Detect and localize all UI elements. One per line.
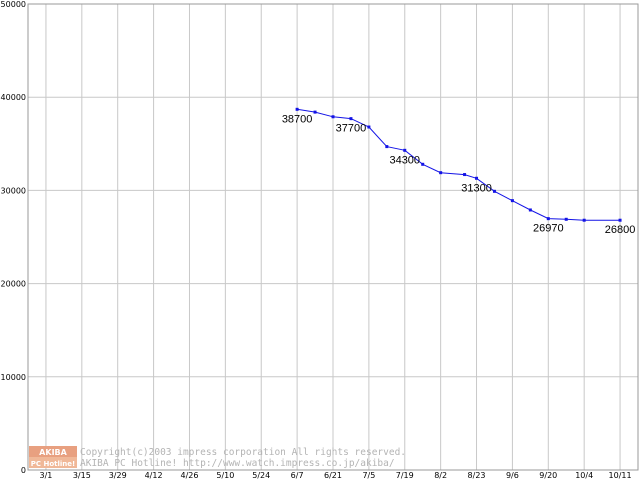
x-tick-label: 5/24 [252, 471, 270, 480]
plot-frame [27, 3, 639, 471]
data-point [385, 145, 389, 149]
data-point [421, 162, 425, 166]
data-point [349, 117, 353, 121]
x-tick-labels: 3/1 3/15 3/29 4/12 4/26 5/10 5/24 6/7 6/21 7/5 7/1… [40, 471, 632, 480]
data-point [582, 218, 586, 222]
data-label: 26800 [605, 224, 636, 236]
x-tick-label: 10/4 [575, 471, 593, 480]
y-tick-label: 40000 [1, 93, 26, 102]
series [295, 107, 622, 222]
data-point [475, 176, 479, 180]
data-label: 26970 [533, 223, 564, 235]
grid [28, 3, 638, 471]
data-label: 31300 [461, 182, 492, 194]
data-labels: 38700 37700 34300 31300 26970 26800 [282, 113, 636, 236]
data-point [492, 189, 496, 193]
data-label: 38700 [282, 113, 313, 125]
watermark: AKIBA PC Hotline! Copyright(c)2003 impre… [29, 446, 406, 469]
x-tick-label: 3/1 [40, 471, 53, 480]
x-tick-label: 6/21 [324, 471, 342, 480]
x-tick-label: 8/23 [468, 471, 486, 480]
x-tick-label: 7/19 [396, 471, 414, 480]
data-point [528, 208, 532, 212]
x-tick-label: 6/7 [291, 471, 304, 480]
y-tick-label: 50000 [1, 0, 26, 9]
x-tick-label: 9/20 [539, 471, 557, 480]
akiba-logo: AKIBA PC Hotline! [29, 446, 77, 468]
data-point [546, 217, 550, 221]
data-point [618, 218, 622, 222]
y-tick-labels: 0 10000 20000 30000 40000 50000 [1, 0, 26, 475]
data-point [564, 217, 568, 221]
series-line [297, 108, 621, 221]
x-tick-label: 5/10 [216, 471, 234, 480]
data-point [439, 171, 443, 175]
x-tick-label: 3/29 [109, 471, 127, 480]
data-point [403, 148, 407, 152]
axes [27, 3, 639, 471]
data-point [510, 199, 514, 203]
data-label: 34300 [389, 154, 420, 166]
x-tick-label: 4/12 [145, 471, 163, 480]
x-tick-label: 10/11 [609, 471, 632, 480]
data-point [367, 125, 371, 129]
data-point [295, 107, 299, 111]
y-tick-label: 30000 [1, 186, 26, 195]
x-tick-label: 9/6 [506, 471, 519, 480]
data-point [331, 115, 335, 119]
y-tick-label: 10000 [1, 373, 26, 382]
logo-top-text: AKIBA [39, 448, 67, 457]
logo-top-block [29, 446, 77, 457]
x-tick-label: 7/5 [362, 471, 375, 480]
y-tick-label: 20000 [1, 280, 26, 289]
data-label: 37700 [336, 123, 367, 135]
logo-bottom-block [29, 457, 77, 468]
x-tick-label: 8/2 [434, 471, 447, 480]
copyright-line: Copyright(c)2003 impress corporation All… [80, 447, 406, 458]
data-point [463, 173, 467, 177]
x-tick-label: 4/26 [180, 471, 198, 480]
site-url-line: AKIBA PC Hotline! http://www.watch.impre… [80, 458, 395, 469]
data-point [313, 110, 317, 114]
y-tick-label: 0 [21, 466, 26, 475]
x-tick-label: 3/15 [73, 471, 91, 480]
logo-bottom-text: PC Hotline! [31, 460, 75, 468]
